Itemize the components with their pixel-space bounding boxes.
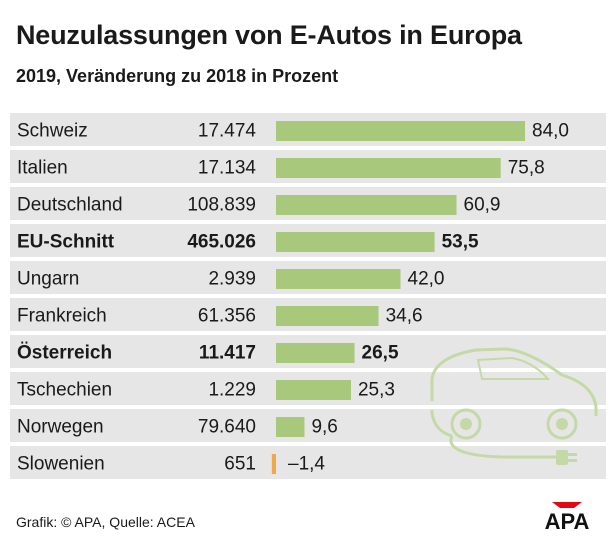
- category-label: Italien: [17, 158, 68, 179]
- bar-row: EU-Schnitt 465.026 53,5: [10, 224, 606, 257]
- bar-row: Tschechien 1.229 25,3: [10, 372, 606, 405]
- chart-subtitle: 2019, Veränderung zu 2018 in Prozent: [16, 66, 339, 86]
- bar-row: Ungarn 2.939 42,0: [10, 261, 606, 294]
- value-label: 84,0: [532, 121, 569, 142]
- category-label: Deutschland: [17, 195, 123, 216]
- registrations-label: 465.026: [187, 232, 256, 253]
- bar-row: Deutschland 108.839 60,9: [10, 187, 606, 220]
- registrations-label: 2.939: [208, 269, 256, 290]
- bar: [276, 343, 355, 363]
- value-label: 53,5: [442, 232, 479, 253]
- category-label: Österreich: [17, 343, 112, 364]
- value-label: –1,4: [288, 454, 325, 475]
- row-background: [10, 409, 606, 442]
- apa-logo: APA: [532, 502, 602, 530]
- bar: [276, 380, 351, 400]
- category-label: Norwegen: [17, 417, 104, 438]
- registrations-label: 651: [224, 454, 256, 475]
- registrations-label: 108.839: [187, 195, 256, 216]
- bar-row: Norwegen 79.640 9,6: [10, 409, 606, 442]
- category-label: Tschechien: [17, 380, 112, 401]
- registrations-label: 17.134: [198, 158, 257, 179]
- bar: [276, 417, 305, 437]
- bar: [276, 158, 501, 178]
- category-label: Schweiz: [17, 121, 88, 142]
- bar-row: Schweiz 17.474 84,0: [10, 113, 606, 146]
- value-label: 25,3: [358, 380, 395, 401]
- bar-row: Slowenien 651 –1,4: [10, 446, 606, 479]
- registrations-label: 79.640: [198, 417, 256, 438]
- value-label: 26,5: [362, 343, 399, 364]
- value-label: 60,9: [464, 195, 501, 216]
- electric-car-icon: [430, 347, 598, 465]
- chart-title: Neuzulassungen von E-Autos in Europa: [16, 20, 522, 50]
- category-label: Ungarn: [17, 269, 79, 290]
- registrations-label: 11.417: [199, 343, 256, 364]
- value-label: 42,0: [408, 269, 445, 290]
- bar: [276, 121, 525, 141]
- bar-row: Österreich 11.417 26,5: [10, 335, 606, 368]
- bar: [271, 454, 276, 474]
- value-label: 34,6: [386, 306, 423, 327]
- registrations-label: 61.356: [198, 306, 256, 327]
- bar: [276, 269, 401, 289]
- registrations-label: 17.474: [198, 121, 257, 142]
- value-label: 75,8: [508, 158, 545, 179]
- category-label: Slowenien: [17, 454, 105, 475]
- row-background: [10, 446, 606, 479]
- bar: [276, 232, 435, 252]
- bar: [276, 306, 379, 326]
- category-label: EU-Schnitt: [17, 232, 115, 253]
- source-note: Grafik: © APA, Quelle: ACEA: [16, 514, 195, 530]
- category-label: Frankreich: [17, 306, 107, 327]
- bar-row: Italien 17.134 75,8: [10, 150, 606, 183]
- registrations-label: 1.229: [208, 380, 256, 401]
- bar: [276, 195, 457, 215]
- value-label: 9,6: [311, 417, 337, 438]
- bar-chart: Schweiz 17.474 84,0 Italien 17.134 75,8 Deutsc…: [10, 113, 606, 479]
- logo-text: APA: [545, 509, 590, 530]
- bar-row: Frankreich 61.356 34,6: [10, 298, 606, 331]
